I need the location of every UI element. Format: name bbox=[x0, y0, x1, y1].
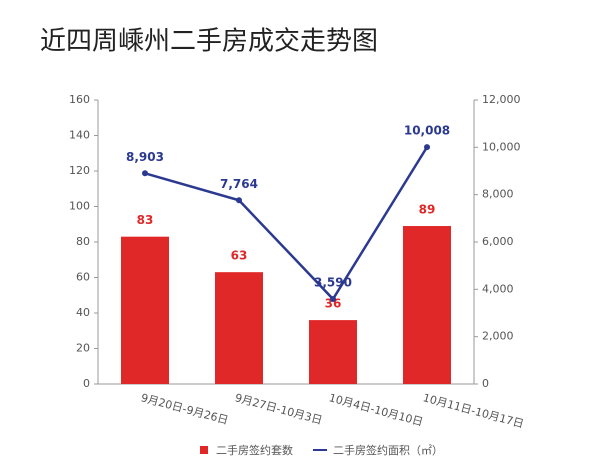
value-label: 8,903 bbox=[126, 150, 164, 164]
y-tick-label: 140 bbox=[69, 129, 90, 142]
bar bbox=[309, 320, 357, 384]
y2-tick-label: 12,000 bbox=[482, 93, 521, 106]
line bbox=[144, 146, 429, 302]
line-point bbox=[236, 197, 242, 204]
value-label: 83 bbox=[137, 213, 154, 227]
legend-swatch bbox=[200, 446, 208, 454]
value-label: 3,590 bbox=[314, 276, 352, 290]
x-tick-label: 9月20日-9月26日 bbox=[139, 391, 229, 427]
y-tick-label: 160 bbox=[69, 93, 90, 106]
bar bbox=[403, 226, 451, 384]
y-tick-label: 120 bbox=[69, 164, 90, 177]
y2-tick-label: 6,000 bbox=[482, 235, 514, 248]
value-label: 10,008 bbox=[404, 124, 450, 138]
y2-tick-label: 8,000 bbox=[482, 188, 514, 201]
y-tick-label: 80 bbox=[76, 235, 90, 248]
value-label: 89 bbox=[419, 203, 436, 217]
y2-tick-label: 4,000 bbox=[482, 282, 514, 295]
x-tick-label: 10月4日-10月10日 bbox=[327, 391, 424, 429]
x-tick-label: 9月27日-10月3日 bbox=[233, 391, 323, 427]
y-tick-label: 20 bbox=[76, 342, 90, 355]
legend-label: 二手房签约面积（㎡） bbox=[333, 443, 443, 457]
line-point bbox=[424, 144, 430, 151]
y2-tick-label: 10,000 bbox=[482, 140, 521, 153]
value-label: 63 bbox=[231, 249, 248, 263]
line-point bbox=[142, 170, 148, 177]
value-label: 7,764 bbox=[220, 177, 258, 191]
legend-label: 二手房签约套数 bbox=[216, 443, 293, 457]
value-label: 36 bbox=[325, 297, 342, 311]
bar bbox=[121, 236, 169, 384]
y2-tick-label: 0 bbox=[482, 377, 489, 390]
chart-title: 近四周嵊州二手房成交走势图 bbox=[40, 27, 378, 57]
y-tick-label: 40 bbox=[76, 306, 90, 319]
line-point bbox=[330, 296, 336, 303]
y-tick-label: 60 bbox=[76, 271, 90, 284]
y-tick-label: 0 bbox=[83, 377, 90, 390]
y2-tick-label: 2,000 bbox=[482, 330, 514, 343]
x-tick-label: 10月11日-10月17日 bbox=[421, 391, 525, 430]
y-tick-label: 100 bbox=[69, 200, 90, 213]
bar bbox=[215, 272, 263, 384]
